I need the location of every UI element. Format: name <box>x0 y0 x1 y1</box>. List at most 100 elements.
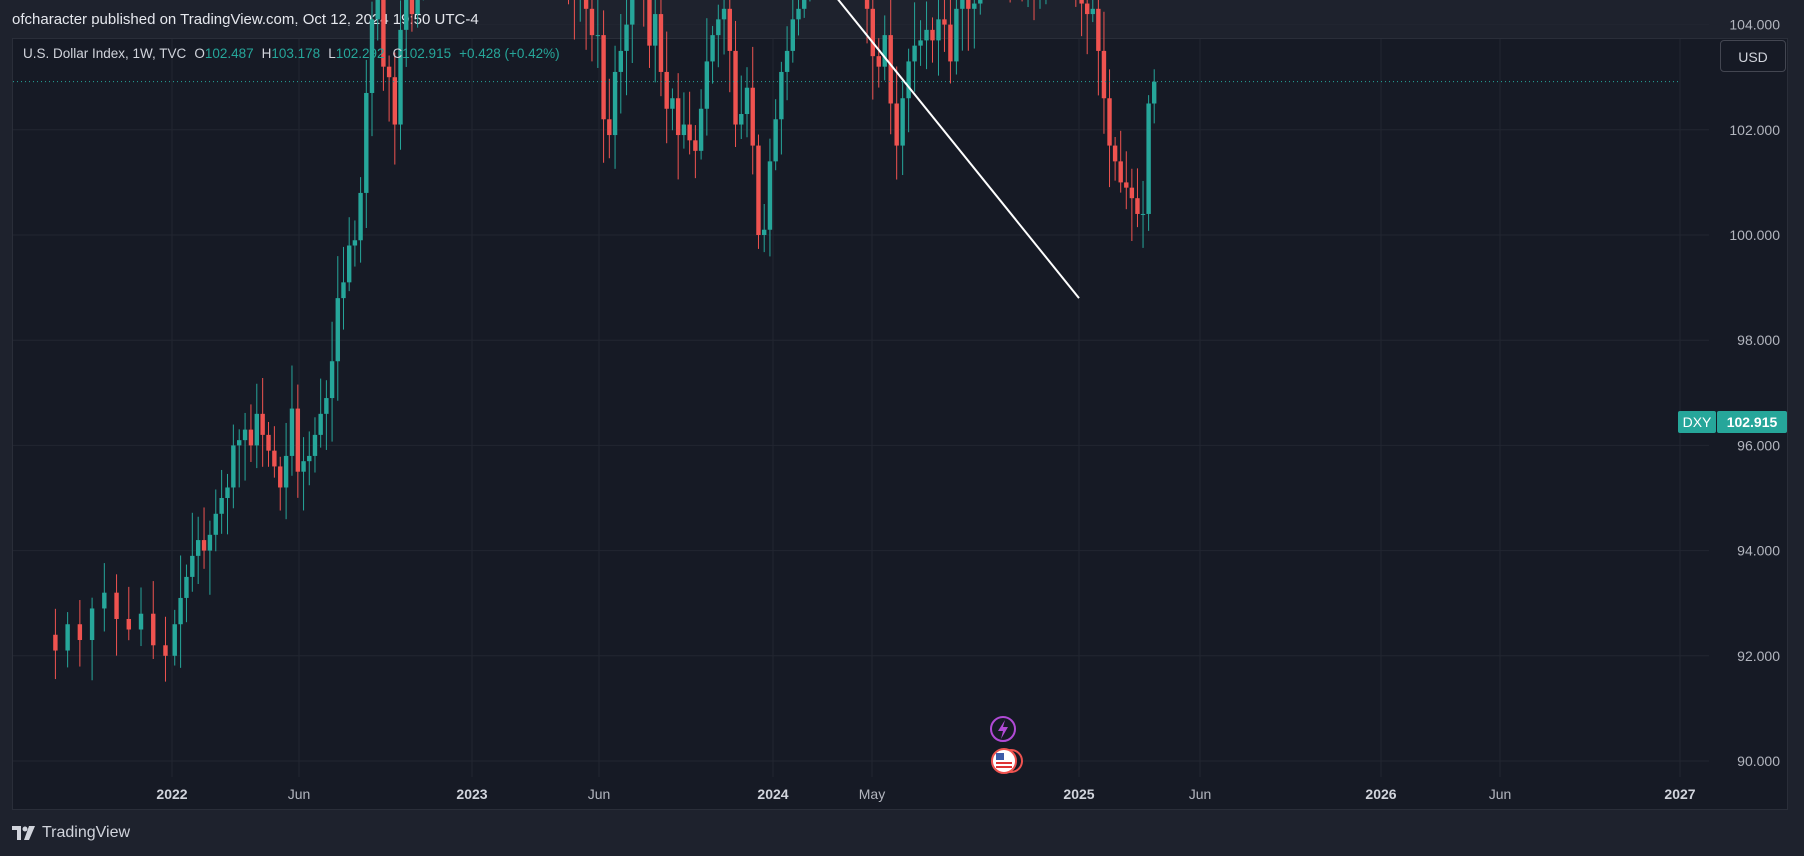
publish-info: ofcharacter published on TradingView.com… <box>12 11 479 28</box>
candle-body <box>664 71 669 109</box>
grid-lines <box>13 24 1709 777</box>
tradingview-logo-icon <box>12 826 35 840</box>
candle-body <box>924 29 929 41</box>
x-tick-label: Jun <box>288 786 311 802</box>
candle-body <box>876 56 881 67</box>
candle-body <box>727 8 732 51</box>
candle-body <box>687 124 692 141</box>
candlestick-series <box>53 0 1157 682</box>
candle-body <box>1118 161 1123 183</box>
candle-body <box>978 0 983 4</box>
candle-body <box>358 192 363 241</box>
ticker-badge: DXY <box>1683 414 1712 430</box>
candle-body <box>231 445 236 488</box>
candle-body <box>219 498 224 514</box>
x-tick-label: Jun <box>588 786 611 802</box>
candle-body <box>278 466 283 488</box>
close-value: 102.915 <box>402 46 452 61</box>
trendline[interactable] <box>383 0 1080 299</box>
y-tick-label: 100.000 <box>1729 227 1780 243</box>
candle-body <box>312 434 318 456</box>
candle-body <box>1112 145 1118 162</box>
y-tick-label: 98.000 <box>1737 332 1780 348</box>
price-chart[interactable]: 90.000 92.000 94.000 96.000 98.000 100.000 102… <box>0 0 1804 812</box>
candle-body <box>195 540 201 556</box>
candle-body <box>1090 8 1095 15</box>
candle-body <box>936 19 941 41</box>
candle-body <box>750 87 755 146</box>
candle-body <box>126 618 131 630</box>
y-tick-label: 104.000 <box>1729 17 1780 33</box>
y-tick-label: 96.000 <box>1737 437 1780 453</box>
candle-body <box>409 0 415 15</box>
x-tick-label: 2026 <box>1365 786 1396 802</box>
ticker-badge-bg <box>1678 411 1716 433</box>
candle-body <box>972 3 977 9</box>
candle-body <box>624 24 629 51</box>
candle-body <box>184 576 189 598</box>
candle-body <box>307 455 312 462</box>
close-label: C <box>392 46 403 61</box>
candle-body <box>954 8 959 62</box>
candle-body <box>242 429 248 441</box>
candle-body <box>1124 182 1129 188</box>
symbol-title[interactable]: U.S. Dollar Index, 1W, TVC <box>23 46 187 61</box>
candle-body <box>675 98 681 136</box>
candle-body <box>744 87 750 115</box>
x-tick-label: May <box>859 786 885 802</box>
candle-body <box>102 592 107 609</box>
price-axis[interactable]: 90.000 92.000 94.000 96.000 98.000 100.000 102… <box>1729 0 1780 769</box>
candle-body <box>398 29 403 125</box>
candle-body <box>163 645 168 656</box>
candle-body <box>618 50 623 72</box>
chart-area[interactable] <box>12 38 1788 810</box>
candle-body <box>704 61 710 109</box>
candle-body <box>364 92 369 193</box>
candle-body <box>404 0 409 30</box>
tradingview-logo-text: TradingView <box>42 824 131 841</box>
candle-body <box>1135 198 1140 214</box>
candle-body <box>739 114 744 125</box>
candle-body <box>894 103 899 146</box>
candle-body <box>900 98 905 146</box>
candle-body <box>254 413 259 446</box>
candle-body <box>681 124 687 136</box>
candle-body <box>89 608 95 641</box>
candle-body <box>289 408 295 456</box>
candle-body <box>767 161 773 230</box>
candle-body <box>710 35 715 62</box>
footer-bar <box>0 812 1804 856</box>
candle-body <box>906 61 911 99</box>
candle-body <box>589 8 595 36</box>
candle-body <box>612 71 618 136</box>
candle-body <box>930 29 935 41</box>
candle-body <box>942 19 947 25</box>
candle-body <box>207 534 213 551</box>
candle-body <box>693 140 698 151</box>
y-tick-label: 94.000 <box>1737 543 1780 559</box>
open-value: 102.487 <box>204 46 254 61</box>
candle-body <box>864 0 870 9</box>
candle-body <box>53 634 58 651</box>
candle-body <box>65 624 70 651</box>
candle-body <box>415 0 420 15</box>
candle-body <box>266 434 271 451</box>
y-tick-label: 102.000 <box>1729 122 1780 138</box>
candle-body <box>1101 50 1107 99</box>
x-tick-label: 2024 <box>757 786 788 802</box>
us-flag-event-icon[interactable] <box>991 748 1023 774</box>
candle-body <box>773 119 778 162</box>
price-badge-bg <box>1717 411 1787 433</box>
candle-body <box>966 0 971 9</box>
candle-body <box>324 398 329 414</box>
candle-body <box>341 282 346 299</box>
currency-button[interactable]: USD <box>1720 40 1786 72</box>
lightning-icon[interactable] <box>990 716 1016 742</box>
tradingview-logo[interactable]: TradingView <box>12 824 130 842</box>
candle-body <box>1152 81 1157 104</box>
time-axis[interactable]: 2022 Jun 2023 Jun 2024 May 2025 Jun 2026 Jun 2027 <box>156 786 1695 802</box>
candle-body <box>1146 103 1151 214</box>
candle-body <box>335 298 340 362</box>
candle-body <box>960 0 965 9</box>
candle-body <box>1140 213 1146 215</box>
